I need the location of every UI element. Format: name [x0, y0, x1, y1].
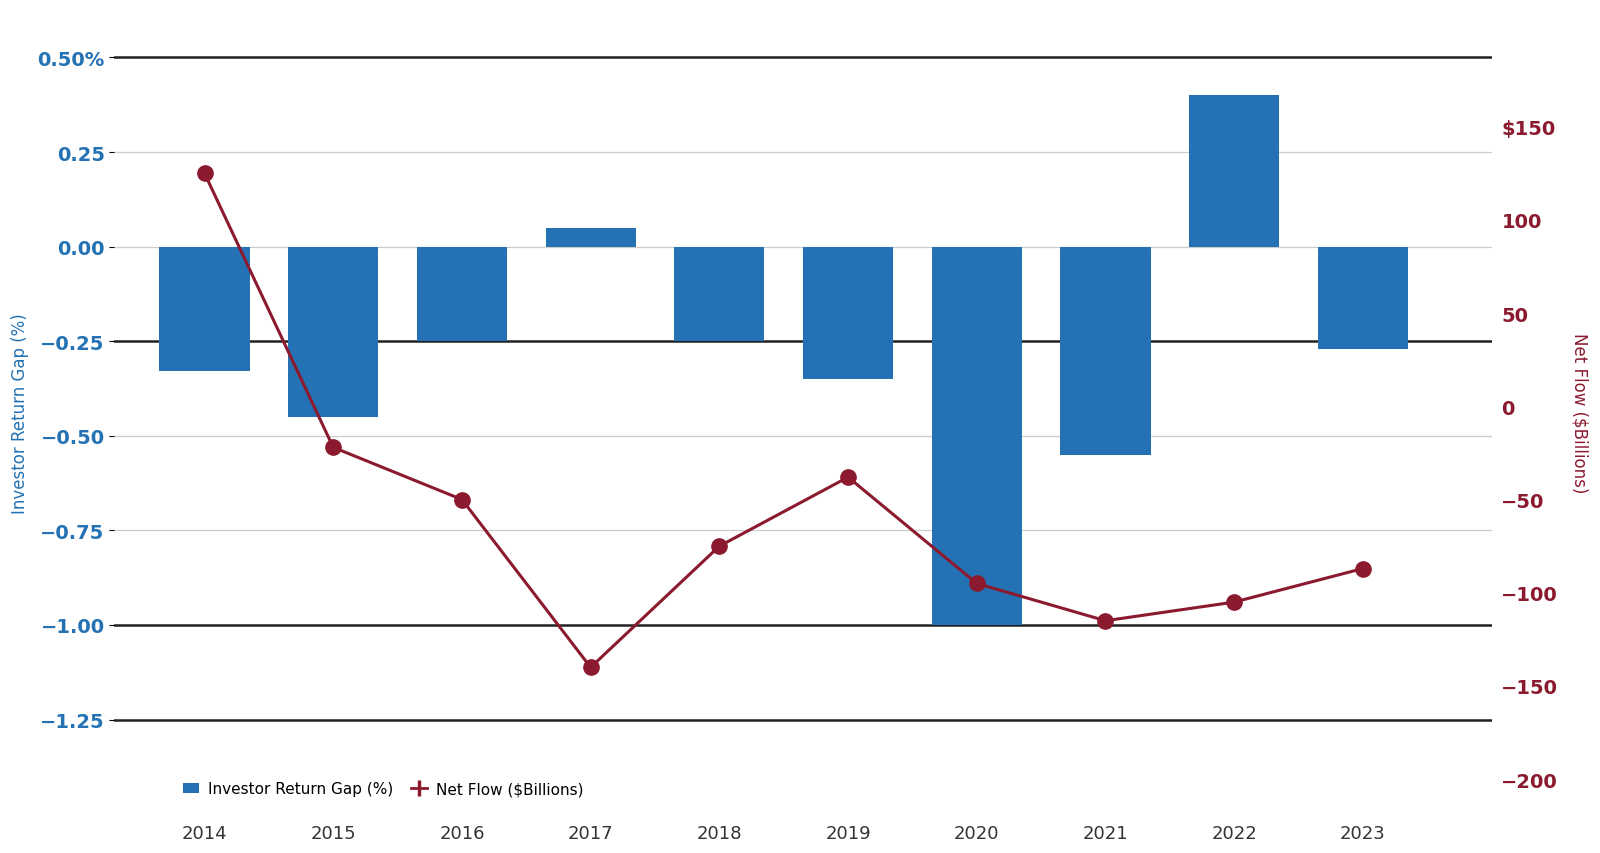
- Bar: [674, 247, 765, 342]
- Y-axis label: Investor Return Gap (%): Investor Return Gap (%): [11, 312, 29, 513]
- Bar: [418, 247, 507, 342]
- Bar: [931, 247, 1022, 625]
- Bar: [546, 229, 635, 247]
- Bar: [1061, 247, 1150, 456]
- Bar: [1318, 247, 1408, 350]
- Y-axis label: Net Flow ($Billions): Net Flow ($Billions): [1571, 333, 1589, 493]
- Bar: [1189, 96, 1280, 247]
- Legend: Investor Return Gap (%), Net Flow ($Billions): Investor Return Gap (%), Net Flow ($Bill…: [178, 775, 589, 803]
- Bar: [803, 247, 893, 380]
- Bar: [160, 247, 250, 372]
- Bar: [288, 247, 378, 417]
